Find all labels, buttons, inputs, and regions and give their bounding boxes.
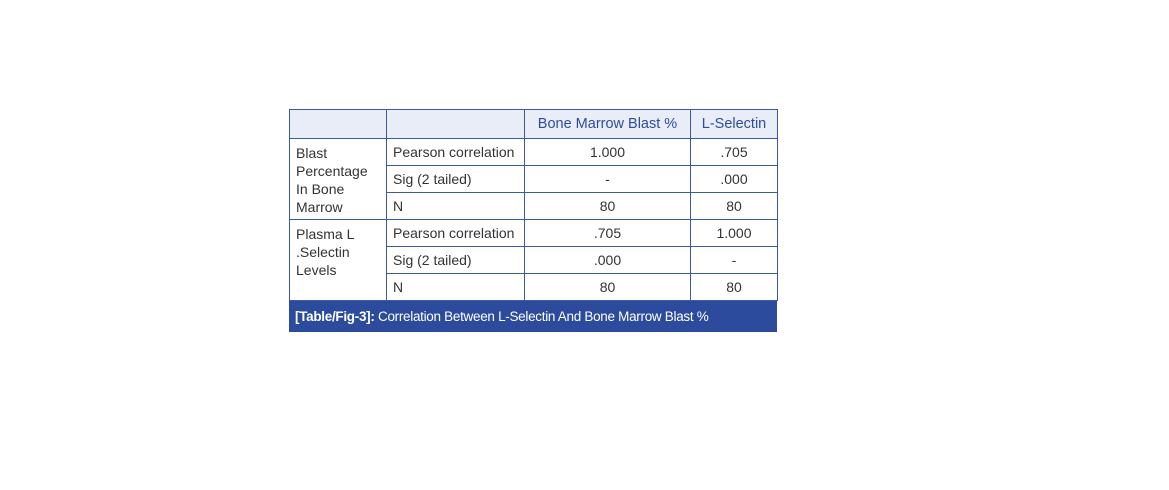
caption-text: Correlation Between L-Selectin And Bone … [374, 309, 709, 324]
stat-label: Pearson correlation [386, 219, 525, 247]
stat-label: Sig (2 tailed) [386, 165, 525, 193]
header-bone-marrow-blast: Bone Marrow Blast % [524, 109, 691, 139]
stat-label: Sig (2 tailed) [386, 246, 525, 274]
stat-label: N [386, 192, 525, 220]
value-cell: .000 [690, 165, 778, 193]
value-cell: 1.000 [690, 219, 778, 247]
stat-label: N [386, 273, 525, 301]
value-cell: 80 [690, 273, 778, 301]
value-cell: 1.000 [524, 138, 691, 166]
table-row: Sig (2 tailed) - .000 [290, 165, 778, 193]
header-cell [289, 109, 387, 139]
table-row: Plasma L .Selectin Levels Pearson correla… [289, 219, 778, 301]
value-cell: .705 [690, 138, 778, 166]
value-cell: .705 [524, 219, 691, 247]
header-cell [386, 109, 525, 139]
table-row: N 80 80 [290, 273, 778, 301]
value-cell: - [690, 246, 778, 274]
header-row: Bone Marrow Blast % L-Selectin [289, 109, 778, 139]
table-row: Sig (2 tailed) .000- [290, 246, 778, 274]
group-label: Plasma L .Selectin Levels [289, 219, 387, 301]
value-cell: .000 [524, 246, 691, 274]
table-row: Blast Percentage In Bone Marrow Pearson c… [289, 138, 778, 220]
stat-label: Pearson correlation [386, 138, 525, 166]
value-cell: 80 [524, 273, 691, 301]
header-l-selectin: L-Selectin [690, 109, 778, 139]
table-figure: Bone Marrow Blast % L-Selectin Blast Per… [289, 109, 778, 332]
table-caption: [Table/Fig-3]: Correlation Between L-Sel… [289, 301, 777, 332]
value-cell: 80 [524, 192, 691, 220]
value-cell: - [524, 165, 691, 193]
group-label: Blast Percentage In Bone Marrow [289, 138, 387, 220]
value-cell: 80 [690, 192, 778, 220]
correlation-table: Bone Marrow Blast % L-Selectin Blast Per… [289, 109, 778, 301]
caption-label: [Table/Fig-3]: [295, 309, 375, 324]
